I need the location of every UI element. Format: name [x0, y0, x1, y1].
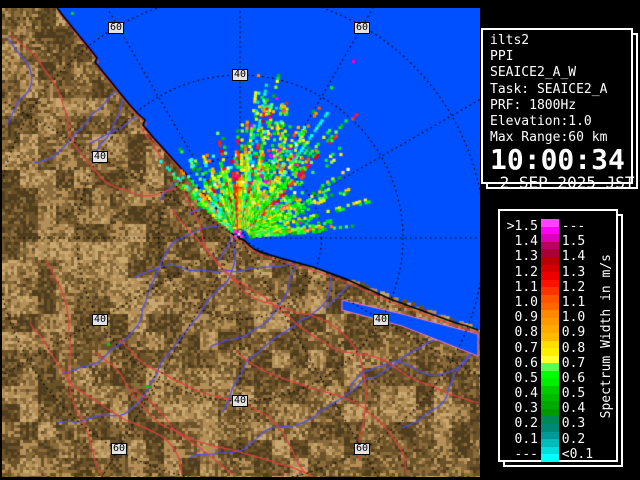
legend-right-label: 0.6 [561, 370, 586, 386]
legend-right-label: 1.5 [561, 234, 586, 250]
legend-band [541, 355, 559, 364]
legend-colorbar [541, 219, 559, 462]
legend-left-label: 0.1 [514, 431, 538, 447]
legend-left-label: 0.7 [514, 340, 538, 356]
legend-left-label: 1.1 [514, 279, 538, 295]
legend-right-label: 0.5 [561, 386, 586, 402]
range-ring-label: 60 [110, 443, 128, 455]
legend-right-label: 1.0 [561, 310, 586, 326]
legend-band [541, 249, 559, 257]
legend-band [541, 454, 559, 462]
legend-left-label: 0.8 [514, 325, 538, 341]
legend-right-label: 0.3 [561, 416, 586, 432]
legend-band [541, 256, 559, 265]
info-line: PPI [490, 49, 514, 65]
legend-band [541, 439, 559, 447]
legend-left-label: 0.5 [514, 370, 538, 386]
legend-right-label: --- [561, 219, 586, 234]
legend-left-label: 1.2 [514, 264, 538, 280]
legend-left-label: >1.5 [506, 219, 538, 234]
info-line: ilts2 [490, 33, 530, 48]
info-line: Elevation:1.0 [490, 114, 592, 130]
legend-left-label: --- [514, 446, 538, 462]
legend-right-label: 0.2 [561, 431, 586, 447]
range-ring-label: 40 [372, 314, 390, 326]
clock-date: 2 SEP 2025 JST [490, 173, 635, 193]
info-line: Max Range:60 km [490, 130, 608, 146]
legend-band [541, 446, 559, 455]
legend-band [541, 294, 559, 303]
info-line: Task: SEAICE2_A [490, 81, 608, 97]
legend-left-label: 1.0 [514, 294, 538, 310]
legend-band [541, 393, 559, 402]
legend-right-label: 1.2 [561, 279, 586, 295]
legend-band [541, 302, 559, 311]
info-lines: ilts2 PPI SEAICE2_A_W Task: SEAICE2_A PRF: 1… [490, 33, 631, 146]
legend-band [541, 363, 559, 371]
legend-right-label: 1.4 [561, 249, 586, 265]
info-line: SEAICE2_A_W [490, 65, 577, 81]
legend-right-label: 0.8 [561, 340, 586, 356]
legend-band [541, 378, 559, 387]
range-ring-label: 40 [231, 395, 249, 407]
legend-left-label: 1.3 [514, 249, 538, 265]
legend-band [541, 386, 559, 394]
legend-band [541, 348, 559, 356]
legend-band [541, 287, 559, 295]
legend-left-label: 0.4 [514, 386, 538, 402]
info-line: PRF: 1800Hz [490, 97, 577, 113]
legend-right-label: 1.3 [561, 264, 586, 280]
legend-band [541, 431, 559, 440]
legend-band [541, 241, 559, 250]
legend-band [541, 272, 559, 280]
range-ring-label: 60 [353, 443, 371, 455]
legend-band [541, 424, 559, 432]
legend-band [541, 226, 559, 235]
legend-title-vertical: Spectrum Width in m/s [599, 254, 614, 419]
legend-right-label: 1.1 [561, 294, 586, 310]
legend-band [541, 234, 559, 242]
legend-left-label: 0.2 [514, 416, 538, 432]
legend-band [541, 219, 559, 227]
legend-band [541, 317, 559, 326]
clock-time: 10:00:34 [490, 143, 625, 177]
legend-band [541, 325, 559, 333]
legend-left-labels: >1.5 1.4 1.3 1.2 1.1 1.0 0.9 0.8 0.7 0.6 0.5 0.4 0.3… [505, 219, 541, 462]
range-ring-label: 40 [231, 69, 249, 81]
legend-band [541, 416, 559, 425]
legend-right-label: 0.9 [561, 325, 586, 341]
legend-left-label: 0.3 [514, 401, 538, 417]
info-panel: ilts2 PPI SEAICE2_A_W Task: SEAICE2_A PRF: 1… [481, 28, 635, 192]
legend-band [541, 370, 559, 379]
legend-band [541, 340, 559, 349]
legend-band [541, 279, 559, 288]
legend-left-label: 0.6 [514, 355, 538, 371]
range-ring-label: 60 [353, 22, 371, 34]
legend-band [541, 408, 559, 417]
legend-panel: >1.5 1.4 1.3 1.2 1.1 1.0 0.9 0.8 0.7 0.6 0.5 0.4 0.3… [498, 209, 618, 462]
range-ring-label: 60 [107, 22, 125, 34]
range-ring-label: 40 [91, 151, 109, 163]
legend-right-label: 0.7 [561, 355, 586, 371]
legend-left-label: 0.9 [514, 310, 538, 326]
legend-right-label: 0.4 [561, 401, 586, 417]
legend-band [541, 310, 559, 318]
range-ring-label: 40 [91, 314, 109, 326]
legend-band [541, 332, 559, 341]
legend-band [541, 264, 559, 273]
legend-band [541, 401, 559, 409]
legend-right-labels: --- 1.5 1.4 1.3 1.2 1.1 1.0 0.9 0.8 0.7 0.6 0.5 0.4 0… [559, 219, 599, 462]
legend-right-label: <0.1 [561, 446, 594, 462]
legend-left-label: 1.4 [514, 234, 538, 250]
